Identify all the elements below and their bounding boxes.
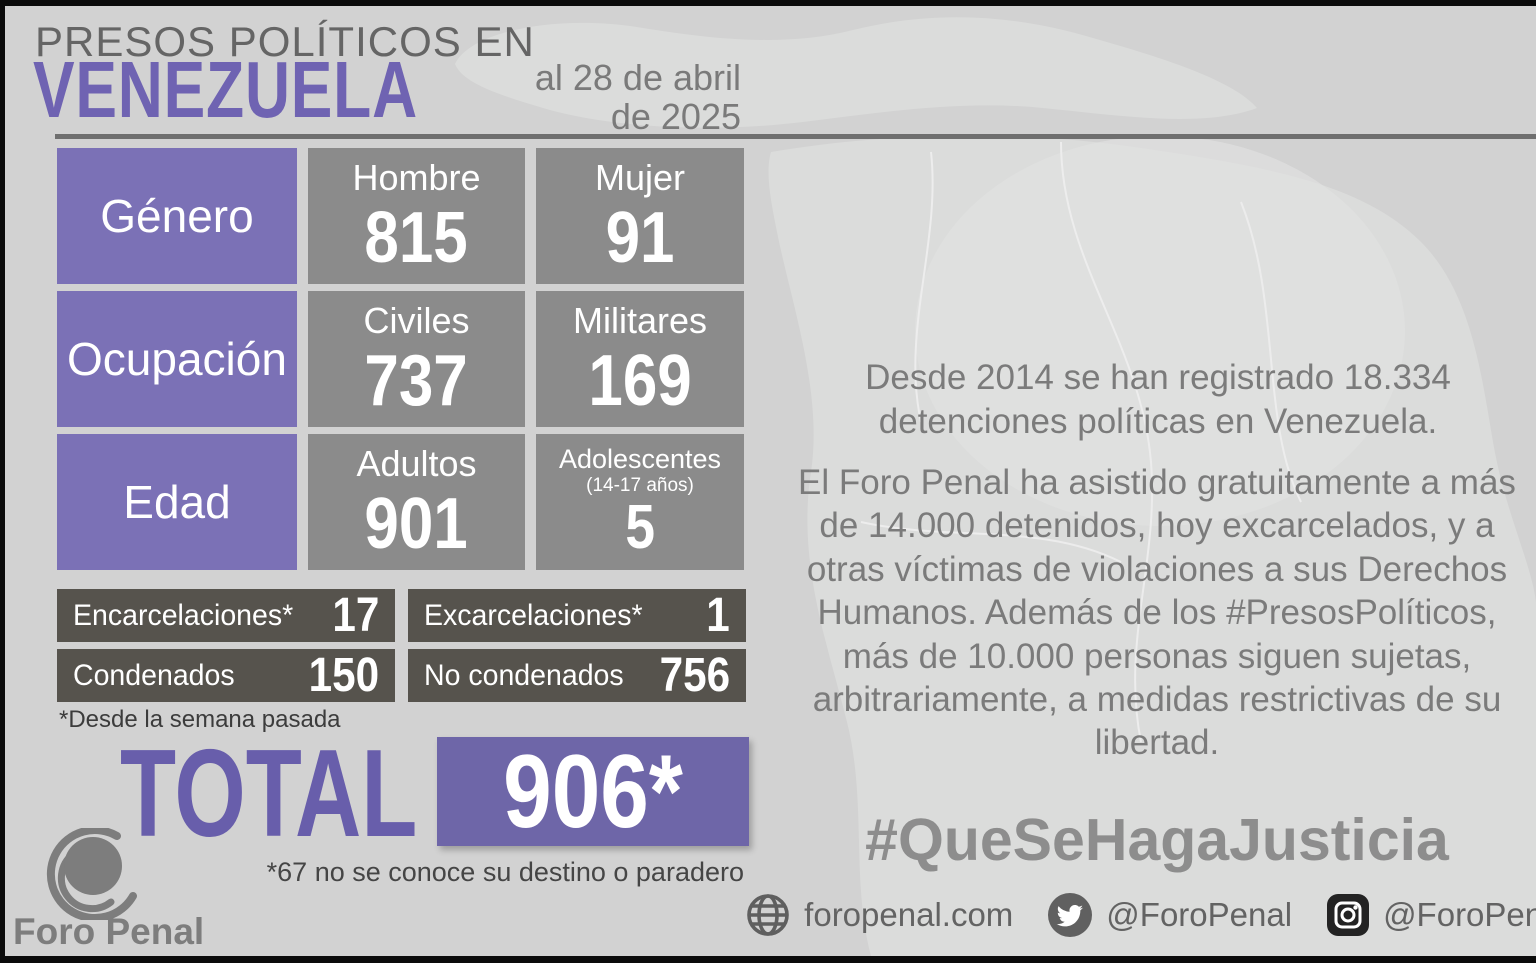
total-box: 906*: [437, 737, 749, 846]
bar-no-condenados: No condenados 756: [408, 649, 746, 702]
total-label: TOTAL: [120, 725, 418, 863]
registrations-paragraph: Desde 2014 se han registrado 18.334 dete…: [865, 358, 1451, 442]
stat-hombre-value: 815: [364, 197, 469, 278]
social-row: foropenal.com @ForoPenal @ForoPenal: [747, 892, 1536, 938]
bar-condenados-label: Condenados: [73, 658, 235, 692]
stat-militares-value: 169: [588, 340, 692, 421]
stat-mujer-label: Mujer: [594, 157, 686, 199]
instagram-handle: @ForoPenal: [1383, 896, 1536, 933]
stat-militares-label: Militares: [572, 300, 707, 342]
stat-hombre-label: Hombre: [352, 157, 481, 199]
page-title: VENEZUELA: [33, 45, 418, 134]
stat-mujer-value: 91: [605, 197, 675, 278]
stat-adolescentes-label: Adolescentes: [558, 443, 722, 474]
report-date-line2: de 2025: [610, 96, 741, 137]
twitter-item: @ForoPenal: [1047, 892, 1292, 938]
category-genero: Género: [57, 148, 297, 284]
total-footnote: *67 no se conoce su destino o paradero: [266, 857, 744, 887]
stat-civiles-label: Civiles: [363, 300, 470, 342]
bar-encarcelaciones-value: 17: [332, 589, 379, 642]
instagram-icon: [1327, 894, 1370, 936]
instagram-item: @ForoPenal: [1326, 893, 1536, 937]
stat-hombre: Hombre 815: [308, 148, 525, 284]
bar-encarcelaciones: Encarcelaciones* 17: [57, 589, 395, 642]
weekly-bars: Encarcelaciones* 17 Excarcelaciones* 1 C…: [57, 589, 746, 702]
website-url: foropenal.com: [804, 896, 1014, 933]
bar-excarcelaciones-label: Excarcelaciones*: [424, 598, 643, 632]
campaign-hashtag: #QueSeHagaJusticia: [865, 807, 1449, 873]
stat-adolescentes-sublabel: (14-17 años): [586, 475, 694, 497]
bar-no-condenados-value: 756: [659, 649, 730, 702]
stat-adultos-label: Adultos: [356, 443, 477, 485]
foro-penal-logo-text: Foro Penal: [13, 911, 205, 952]
weekly-footnote: *Desde la semana pasada: [59, 706, 341, 733]
infographic-canvas: PRESOS POLÍTICOS EN VENEZUELA al 28 de a…: [5, 6, 1536, 956]
stat-militares: Militares 169: [536, 291, 744, 427]
globe-icon: [747, 894, 789, 936]
venezuela-map-background: [455, 17, 1536, 956]
bar-condenados-value: 150: [308, 649, 379, 702]
header-kicker: PRESOS POLÍTICOS EN: [35, 18, 535, 65]
total-value: 906*: [503, 733, 683, 850]
category-edad: Edad: [57, 434, 297, 570]
bar-condenados: Condenados 150: [57, 649, 395, 702]
stat-civiles: Civiles 737: [308, 291, 525, 427]
foro-penal-logo-icon: [46, 828, 137, 920]
report-date: al 28 de abril de 2025: [535, 58, 741, 136]
stats-grid: Género Hombre 815 Mujer 91 Ocupación Civ…: [57, 148, 744, 570]
bar-no-condenados-label: No condenados: [424, 658, 624, 692]
bar-excarcelaciones: Excarcelaciones* 1: [408, 589, 746, 642]
category-ocupacion: Ocupación: [57, 291, 297, 427]
twitter-handle: @ForoPenal: [1106, 896, 1293, 933]
website-item: foropenal.com: [745, 892, 1013, 938]
stat-adolescentes: Adolescentes (14-17 años) 5: [536, 434, 744, 570]
stat-adolescentes-value: 5: [625, 493, 655, 563]
stat-mujer: Mujer 91: [536, 148, 744, 284]
twitter-icon: [1048, 893, 1093, 937]
report-date-line1: al 28 de abril: [534, 57, 741, 98]
bar-encarcelaciones-label: Encarcelaciones*: [73, 598, 294, 632]
stat-civiles-value: 737: [364, 340, 469, 421]
stat-adultos: Adultos 901: [308, 434, 525, 570]
stat-adultos-value: 901: [364, 483, 469, 564]
header-divider: [55, 134, 1536, 139]
bar-excarcelaciones-value: 1: [706, 589, 730, 642]
assistance-paragraph: El Foro Penal ha asistido gratuitamente …: [798, 463, 1516, 763]
